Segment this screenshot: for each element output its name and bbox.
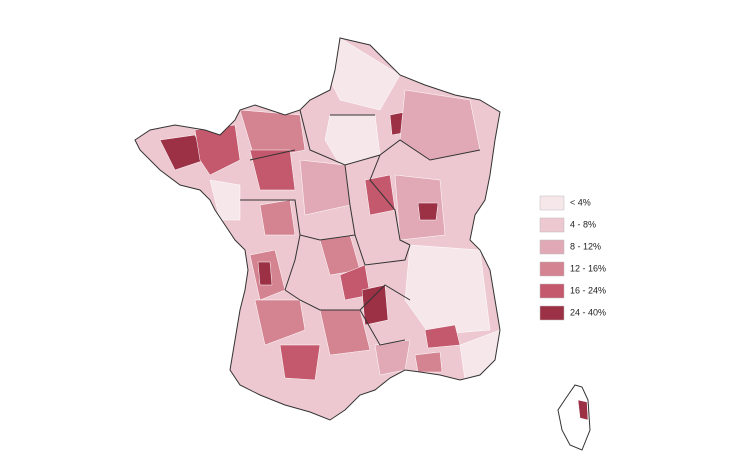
legend-label: 4 - 8% bbox=[570, 219, 596, 229]
legend-label: 12 - 16% bbox=[570, 263, 606, 273]
region-patch bbox=[279, 344, 321, 381]
legend-label: 24 - 40% bbox=[570, 307, 606, 317]
legend-label: < 4% bbox=[570, 197, 591, 207]
region-patch bbox=[249, 149, 296, 191]
region-patch bbox=[361, 284, 389, 326]
legend-label: 8 - 12% bbox=[570, 241, 601, 251]
region-patch bbox=[404, 244, 491, 336]
region-patch bbox=[254, 299, 306, 346]
region-patch bbox=[414, 351, 443, 373]
region-patch bbox=[364, 174, 396, 216]
corsica-patch bbox=[577, 399, 589, 421]
legend-label: 16 - 24% bbox=[570, 285, 606, 295]
corsica bbox=[557, 384, 591, 451]
legend: < 4% 4 - 8% 8 - 12% 12 - 16% 16 - 24% 24 - 40… bbox=[539, 195, 606, 321]
legend-swatch bbox=[539, 283, 565, 299]
departments bbox=[159, 38, 500, 381]
legend-swatch bbox=[539, 195, 565, 211]
region-patch bbox=[259, 199, 296, 236]
legend-swatch bbox=[539, 217, 565, 233]
region-patch bbox=[209, 179, 241, 221]
legend-swatch bbox=[539, 239, 565, 255]
legend-swatch bbox=[539, 305, 565, 321]
region-patch bbox=[299, 159, 351, 216]
legend-swatch bbox=[539, 261, 565, 277]
france-map bbox=[134, 37, 591, 451]
region-patch bbox=[417, 202, 439, 221]
region-borders bbox=[240, 109, 481, 346]
region-patch bbox=[257, 261, 273, 286]
